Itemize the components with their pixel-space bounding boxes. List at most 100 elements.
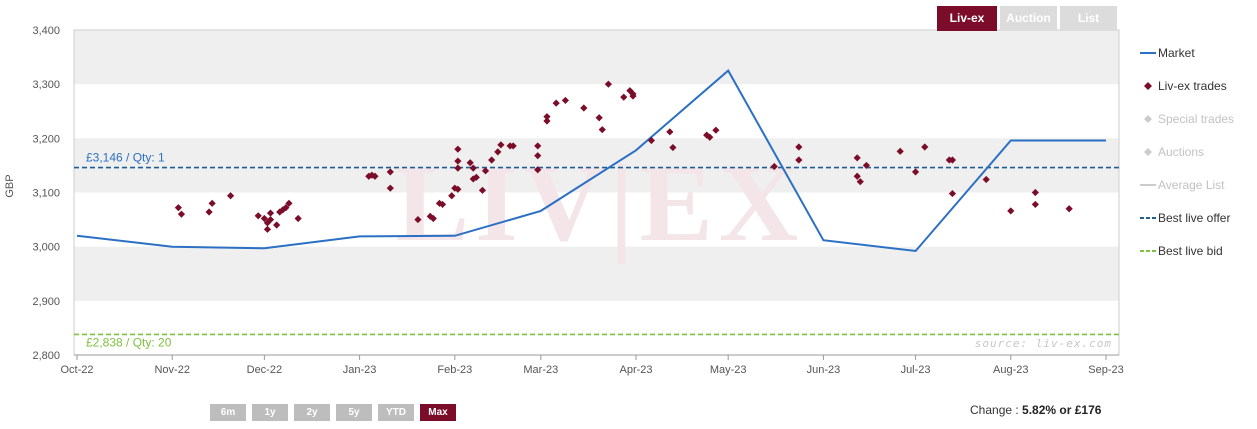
legend-label: Special trades [1158,111,1235,126]
livex-trade-point [561,96,569,105]
livex-trade-point [208,199,216,207]
legend-item-best-live-bid[interactable]: Best live bid [1140,234,1255,267]
plot-band [74,138,1119,193]
livex-trade-point [266,209,275,217]
best-live-offer-label: £3,146 / Qty: 1 [86,151,165,165]
legend-item-special-trades[interactable]: Special trades [1140,102,1255,135]
livex-trade-point [429,214,437,223]
tab-livex[interactable]: Liv-ex [937,6,997,31]
livex-trade-point [1007,207,1015,215]
x-tick-label: Oct-22 [60,364,93,376]
range-ytd-button[interactable]: YTD [378,404,414,421]
livex-trade-point [911,168,920,176]
x-tick-label: Jan-23 [343,364,377,376]
x-tick-label: Mar-23 [523,364,558,376]
livex-trade-point [254,212,262,220]
y-tick-label: 3,200 [32,133,60,145]
livex-trade-point [853,172,861,180]
range-2y-button[interactable]: 2y [294,404,330,421]
livex-trade-point [669,143,677,152]
livex-trade-point [386,184,394,192]
y-axis-label: GBP [4,174,16,197]
legend-dash-icon [1140,212,1158,224]
legend-diamond-icon [1140,113,1158,125]
livex-trade-point [478,186,487,194]
legend-label: Best live offer [1158,210,1231,225]
range-1y-button[interactable]: 1y [252,404,288,421]
legend-diamond-icon [1140,146,1158,158]
legend-label: Market [1158,45,1195,60]
x-tick-label: May-23 [710,364,747,376]
livex-trade-point [598,126,606,134]
livex-trade-point [177,210,186,218]
livex-trade-point [263,225,272,233]
livex-trade-point [795,143,803,151]
livex-trade-point [853,154,861,162]
livex-trade-point [862,161,871,170]
x-tick-label: Nov-22 [154,364,189,376]
range-5y-button[interactable]: 5y [336,404,372,421]
livex-trade-point [1031,188,1039,197]
livex-trade-point [386,168,394,176]
change-summary: Change : 5.82% or £176 [970,403,1101,417]
livex-trade-point [921,143,929,151]
livex-trade-point [494,148,502,156]
legend-item-average-list[interactable]: Average List [1140,168,1255,201]
livex-trade-point [454,185,462,193]
legend-label: Average List [1158,177,1225,192]
livex-trade-point [1065,205,1073,213]
livex-trade-point [454,157,462,165]
livex-trade-point [626,87,634,95]
livex-trade-point [414,215,422,224]
range-6m-button[interactable]: 6m [210,404,246,421]
best-live-bid-label: £2,838 / Qty: 20 [86,335,172,349]
livex-trade-point [273,221,281,229]
legend-item-market[interactable]: Market [1140,36,1255,69]
livex-trade-point [481,167,490,175]
livex-trade-point [371,172,379,180]
legend-label: Auctions [1158,144,1205,159]
legend-item-liv-ex-trades[interactable]: Liv-ex trades [1140,69,1255,102]
legend-diamond-icon [1140,80,1158,92]
livex-trade-point [426,212,434,220]
plot-band [74,30,1119,85]
x-tick-label: Jul-23 [901,364,931,376]
livex-trade-point [279,206,287,214]
range-max-button[interactable]: Max [420,404,456,421]
source-tabs: Liv-ex Auction List [937,6,1117,31]
change-value: 5.82% or £176 [1022,403,1102,417]
livex-trade-point [472,173,480,181]
range-selector: 6m 1y 2y 5y YTD Max [210,404,456,421]
legend-item-auctions[interactable]: Auctions [1140,135,1255,168]
tab-auction[interactable]: Auction [1000,6,1057,31]
livex-trade-point [454,164,462,172]
x-tick-label: Dec-22 [247,364,282,376]
livex-trade-point [604,80,612,88]
tab-list[interactable]: List [1060,6,1117,31]
market-series-line [76,69,1106,253]
livex-trade-point [174,204,182,212]
x-tick-label: Sep-23 [1088,364,1123,376]
livex-trade-point [580,104,588,112]
livex-trade-point [948,189,957,198]
legend-line-icon [1140,47,1158,59]
livex-trade-point [595,114,603,122]
livex-trade-point [497,141,505,149]
livex-trade-point [226,192,235,200]
livex-trade-point [1031,200,1039,209]
livex-trade-point [629,92,637,100]
y-tick-label: 2,900 [32,296,60,308]
legend-dash-icon [1140,245,1158,257]
livex-trade-point [770,162,778,171]
livex-trade-point [285,199,293,207]
livex-trade-point [466,159,474,167]
livex-trade-point [260,214,268,223]
livex-trade-point [205,208,213,216]
chart-legend: Market Liv-ex trades Special trades Auction… [1140,36,1255,267]
livex-trade-point [666,128,674,136]
livex-trade-point [552,99,560,107]
legend-item-best-live-offer[interactable]: Best live offer [1140,201,1255,234]
plot-band [74,246,1119,301]
livex-trade-point [712,126,720,134]
